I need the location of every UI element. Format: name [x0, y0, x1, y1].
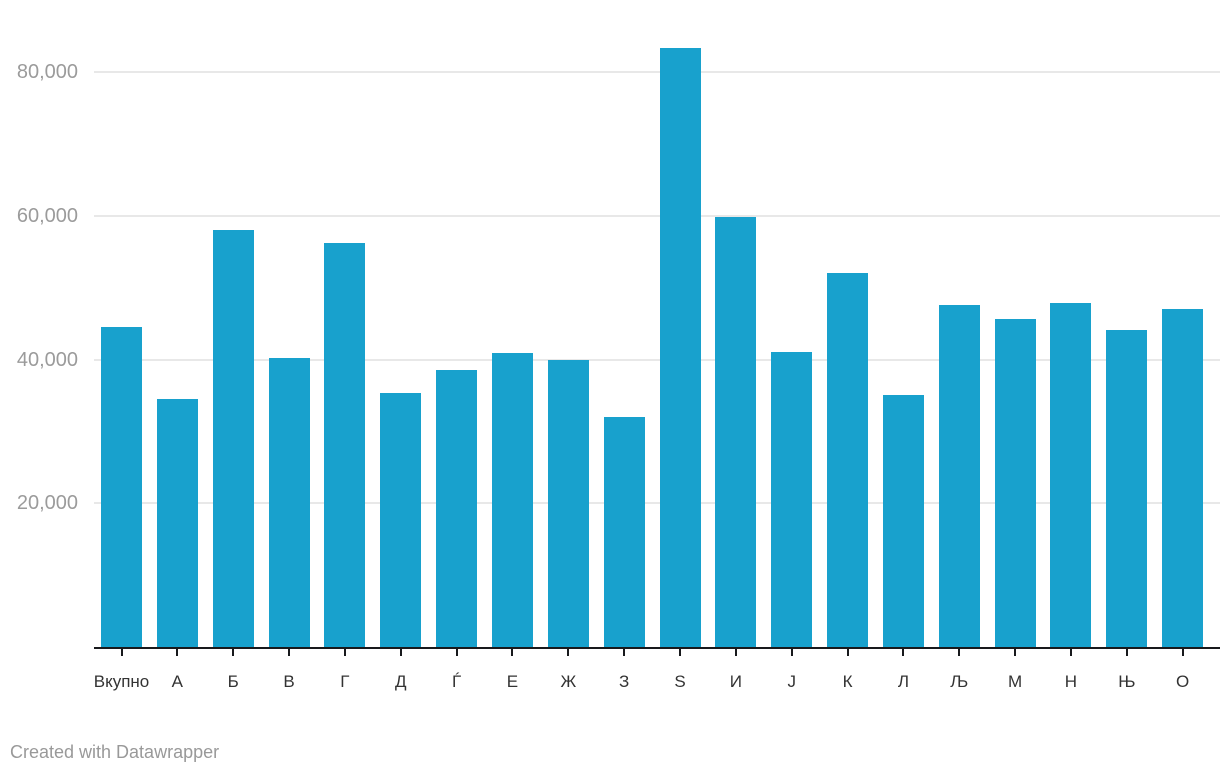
x-axis-tick: [399, 649, 402, 656]
bar-Ј[interactable]: [771, 352, 813, 647]
x-axis-label-Ј: Ј: [787, 672, 796, 691]
x-axis-label-Е: Е: [506, 672, 519, 691]
bar-Њ[interactable]: [1106, 330, 1148, 647]
y-gridline-20,000: [94, 502, 1220, 505]
x-axis-label-З: З: [619, 672, 630, 691]
bar-Б[interactable]: [212, 230, 254, 647]
bar-М[interactable]: [994, 319, 1036, 647]
y-gridline-40,000: [94, 358, 1220, 361]
bar-Вкупно[interactable]: [101, 327, 142, 647]
x-axis-tick: [288, 649, 291, 656]
plot-area: 20,000 40,000 60,000 80,000 Вкупно А Б В Г Д Ѓ Е Ж З Ѕ…: [16, 48, 1220, 691]
bar-Е[interactable]: [491, 353, 533, 647]
y-axis-label: 20,000: [16, 492, 78, 515]
bar-Д[interactable]: [380, 393, 422, 647]
x-axis-label-Љ: Љ: [950, 672, 969, 691]
x-axis-label-О: О: [1176, 672, 1190, 691]
x-axis-label-Њ: Њ: [1118, 672, 1136, 691]
x-axis-label-И: И: [729, 672, 742, 691]
x-axis-tick: [1181, 649, 1184, 656]
x-axis-tick: [1069, 649, 1072, 656]
bar-О[interactable]: [1162, 309, 1204, 647]
x-axis-label-А: А: [171, 672, 184, 691]
bar-Ѕ[interactable]: [659, 48, 701, 647]
x-axis-tick: [232, 649, 235, 656]
bar-Г[interactable]: [324, 243, 366, 647]
x-axis-label-Г: Г: [340, 672, 350, 691]
bar-Ѓ[interactable]: [436, 370, 478, 647]
datawrapper-credit: Created with Datawrapper: [10, 742, 220, 762]
y-gridline-60,000: [94, 214, 1220, 217]
x-axis-label-Л: Л: [897, 672, 909, 691]
bar-И[interactable]: [715, 217, 757, 647]
x-axis-tick: [790, 649, 793, 656]
x-axis-label-М: М: [1008, 672, 1023, 691]
y-axis-label: 60,000: [16, 204, 78, 227]
x-axis-tick: [455, 649, 458, 656]
bar-В[interactable]: [268, 358, 310, 647]
x-axis-tick: [511, 649, 514, 656]
x-axis-tick: [846, 649, 849, 656]
x-axis-tick: [120, 649, 123, 656]
x-axis-tick: [343, 649, 346, 656]
bar-Н[interactable]: [1050, 302, 1092, 647]
x-axis-tick: [902, 649, 905, 656]
x-axis-label-Н: Н: [1064, 672, 1078, 691]
x-axis-label-Ѓ: Ѓ: [451, 672, 462, 691]
x-axis-tick: [679, 649, 681, 656]
x-axis-label-Вкупно: Вкупно: [93, 672, 150, 691]
bar-З[interactable]: [603, 417, 645, 647]
bar-Л[interactable]: [882, 394, 924, 647]
x-axis-label-В: В: [283, 672, 295, 691]
y-gridline-80,000: [94, 71, 1220, 73]
bar-А[interactable]: [156, 399, 198, 647]
x-axis-label-Ѕ: Ѕ: [674, 672, 686, 691]
y-axis-label: 80,000: [16, 61, 78, 83]
x-axis-tick: [1014, 649, 1017, 656]
y-axis-label: 40,000: [16, 348, 78, 371]
x-axis-tick: [734, 649, 737, 656]
x-axis-tick: [958, 649, 961, 656]
x-axis-label-К: К: [842, 672, 853, 691]
x-axis-label-Д: Д: [394, 672, 407, 691]
x-axis-tick: [567, 649, 570, 656]
x-axis-tick: [176, 649, 179, 656]
x-axis-line: [94, 647, 1220, 649]
x-axis-tick: [1125, 649, 1128, 656]
bar-Љ[interactable]: [938, 304, 980, 647]
x-axis-tick: [623, 649, 626, 656]
x-axis-label-Б: Б: [227, 672, 239, 691]
x-axis-label-Ж: Ж: [560, 672, 577, 691]
bar-Ж[interactable]: [547, 360, 589, 647]
bar-К[interactable]: [827, 273, 869, 647]
